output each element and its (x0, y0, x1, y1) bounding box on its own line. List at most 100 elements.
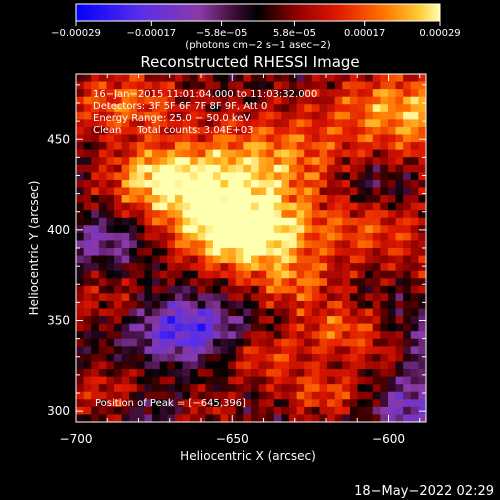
heatmap-cell (281, 285, 290, 294)
heatmap-cell (319, 300, 328, 309)
heatmap-cell (114, 255, 123, 264)
heatmap-cell (273, 391, 282, 400)
heatmap-cell (182, 263, 191, 272)
heatmap-cell (121, 414, 130, 423)
heatmap-cell (212, 376, 221, 385)
heatmap-cell (174, 285, 183, 294)
heatmap-cell (395, 179, 404, 188)
heatmap-cell (387, 346, 396, 355)
heatmap-cell (152, 353, 161, 362)
heatmap-cell (76, 179, 85, 188)
heatmap-cell (349, 414, 358, 423)
heatmap-cell (190, 285, 199, 294)
heatmap-cell (418, 255, 427, 264)
heatmap-cell (243, 255, 252, 264)
heatmap-cell (334, 293, 343, 302)
heatmap-cell (129, 210, 138, 219)
heatmap-cell (327, 134, 336, 143)
heatmap-cell (121, 172, 130, 181)
heatmap-cell (114, 391, 123, 400)
heatmap-cell (136, 119, 145, 128)
heatmap-cell (235, 406, 244, 415)
heatmap-cell (410, 96, 419, 105)
heatmap-cell (136, 74, 145, 82)
heatmap-cell (410, 331, 419, 340)
heatmap-cell (258, 384, 267, 393)
heatmap-cell (342, 217, 351, 226)
heatmap-cell (418, 179, 427, 188)
heatmap-cell (289, 195, 298, 204)
heatmap-cell (357, 323, 366, 332)
heatmap-cell (106, 195, 115, 204)
heatmap-cell (289, 406, 298, 415)
heatmap-cell (311, 149, 320, 158)
heatmap-cell (121, 187, 130, 196)
heatmap-cell (342, 202, 351, 211)
heatmap-cell (266, 225, 275, 234)
heatmap-cell (289, 353, 298, 362)
heatmap-cell (387, 308, 396, 317)
heatmap-cell (418, 300, 427, 309)
heatmap-cell (106, 232, 115, 241)
heatmap-cell (76, 346, 85, 355)
heatmap-cell (311, 187, 320, 196)
heatmap-cell (304, 361, 313, 370)
heatmap-cell (403, 217, 412, 226)
heatmap-cell (136, 142, 145, 151)
heatmap-cell (182, 202, 191, 211)
heatmap-cell (251, 149, 260, 158)
heatmap-cell (129, 270, 138, 279)
heatmap-cell (372, 111, 381, 120)
heatmap-cell (372, 376, 381, 385)
heatmap-cell (152, 126, 161, 135)
heatmap-cell (91, 323, 100, 332)
heatmap-cell (273, 202, 282, 211)
heatmap-cell (167, 232, 176, 241)
heatmap-cell (387, 255, 396, 264)
heatmap-cell (235, 111, 244, 120)
heatmap-cell (273, 361, 282, 370)
heatmap-cell (174, 225, 183, 234)
heatmap-cell (273, 308, 282, 317)
heatmap-cell (76, 232, 85, 241)
heatmap-cell (418, 361, 427, 370)
heatmap-cell (159, 210, 168, 219)
heatmap-cell (418, 308, 427, 317)
heatmap-cell (136, 338, 145, 347)
heatmap-cell (144, 323, 153, 332)
heatmap-cell (395, 361, 404, 370)
heatmap-cell (319, 134, 328, 143)
heatmap-cell (327, 285, 336, 294)
heatmap-cell (296, 172, 305, 181)
heatmap-cell (387, 232, 396, 241)
y-tick-label: 300 (47, 404, 70, 418)
heatmap-cell (182, 323, 191, 332)
heatmap-cell (136, 240, 145, 249)
heatmap-cell (327, 384, 336, 393)
heatmap-cell (281, 278, 290, 287)
heatmap-cell (182, 316, 191, 325)
heatmap-cell (129, 179, 138, 188)
heatmap-cell (98, 346, 107, 355)
heatmap-cell (220, 414, 229, 423)
heatmap-cell (273, 225, 282, 234)
heatmap-cell (91, 81, 100, 90)
heatmap-cell (91, 202, 100, 211)
heatmap-cell (418, 263, 427, 272)
heatmap-cell (380, 172, 389, 181)
heatmap-cell (114, 240, 123, 249)
heatmap-cell (349, 338, 358, 347)
heatmap-cell (228, 210, 237, 219)
heatmap-cell (395, 164, 404, 173)
heatmap-cell (372, 240, 381, 249)
heatmap-cell (114, 96, 123, 105)
heatmap-cell (258, 323, 267, 332)
heatmap-cell (212, 323, 221, 332)
heatmap-cell (357, 74, 366, 82)
heatmap-cell (372, 323, 381, 332)
heatmap-cell (190, 164, 199, 173)
heatmap-cell (243, 293, 252, 302)
heatmap-cell (167, 369, 176, 378)
heatmap-cell (418, 248, 427, 256)
heatmap-cell (106, 346, 115, 355)
